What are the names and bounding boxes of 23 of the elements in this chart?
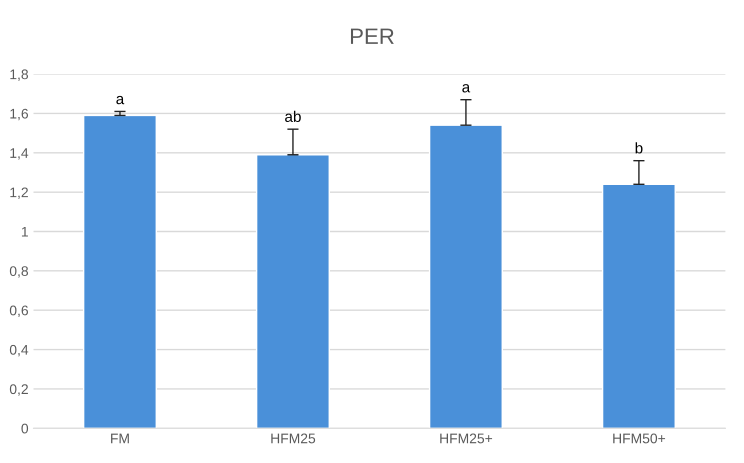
- y-tick-label: 1: [22, 226, 28, 237]
- y-tick-label: 0: [21, 424, 28, 434]
- y-tick-label: 1,8: [10, 69, 28, 81]
- y-tick-label: 0,2: [10, 384, 28, 396]
- annotation: a: [116, 96, 124, 104]
- y-tick-label: 0,8: [10, 266, 28, 278]
- annotation: a: [462, 84, 470, 92]
- annotation: b: [636, 142, 643, 154]
- y-tick-label: 0,6: [10, 306, 28, 318]
- bar: [602, 184, 676, 428]
- bar: [428, 124, 503, 428]
- x-tick-label: HFM25+: [440, 434, 492, 444]
- chart-title: PER: [350, 28, 394, 44]
- y-tick-label: 1,6: [10, 108, 28, 120]
- y-tick-label: 0,4: [10, 344, 28, 356]
- bar: [82, 114, 157, 428]
- annotation: ab: [285, 110, 301, 122]
- y-tick-label: 1,2: [10, 187, 28, 199]
- x-tick-label: HFM50+: [613, 434, 666, 444]
- bar: [256, 154, 330, 428]
- x-tick-label: FM: [111, 434, 129, 444]
- y-tick-label: 1,4: [10, 148, 28, 160]
- x-tick-label: HFM25: [271, 434, 316, 444]
